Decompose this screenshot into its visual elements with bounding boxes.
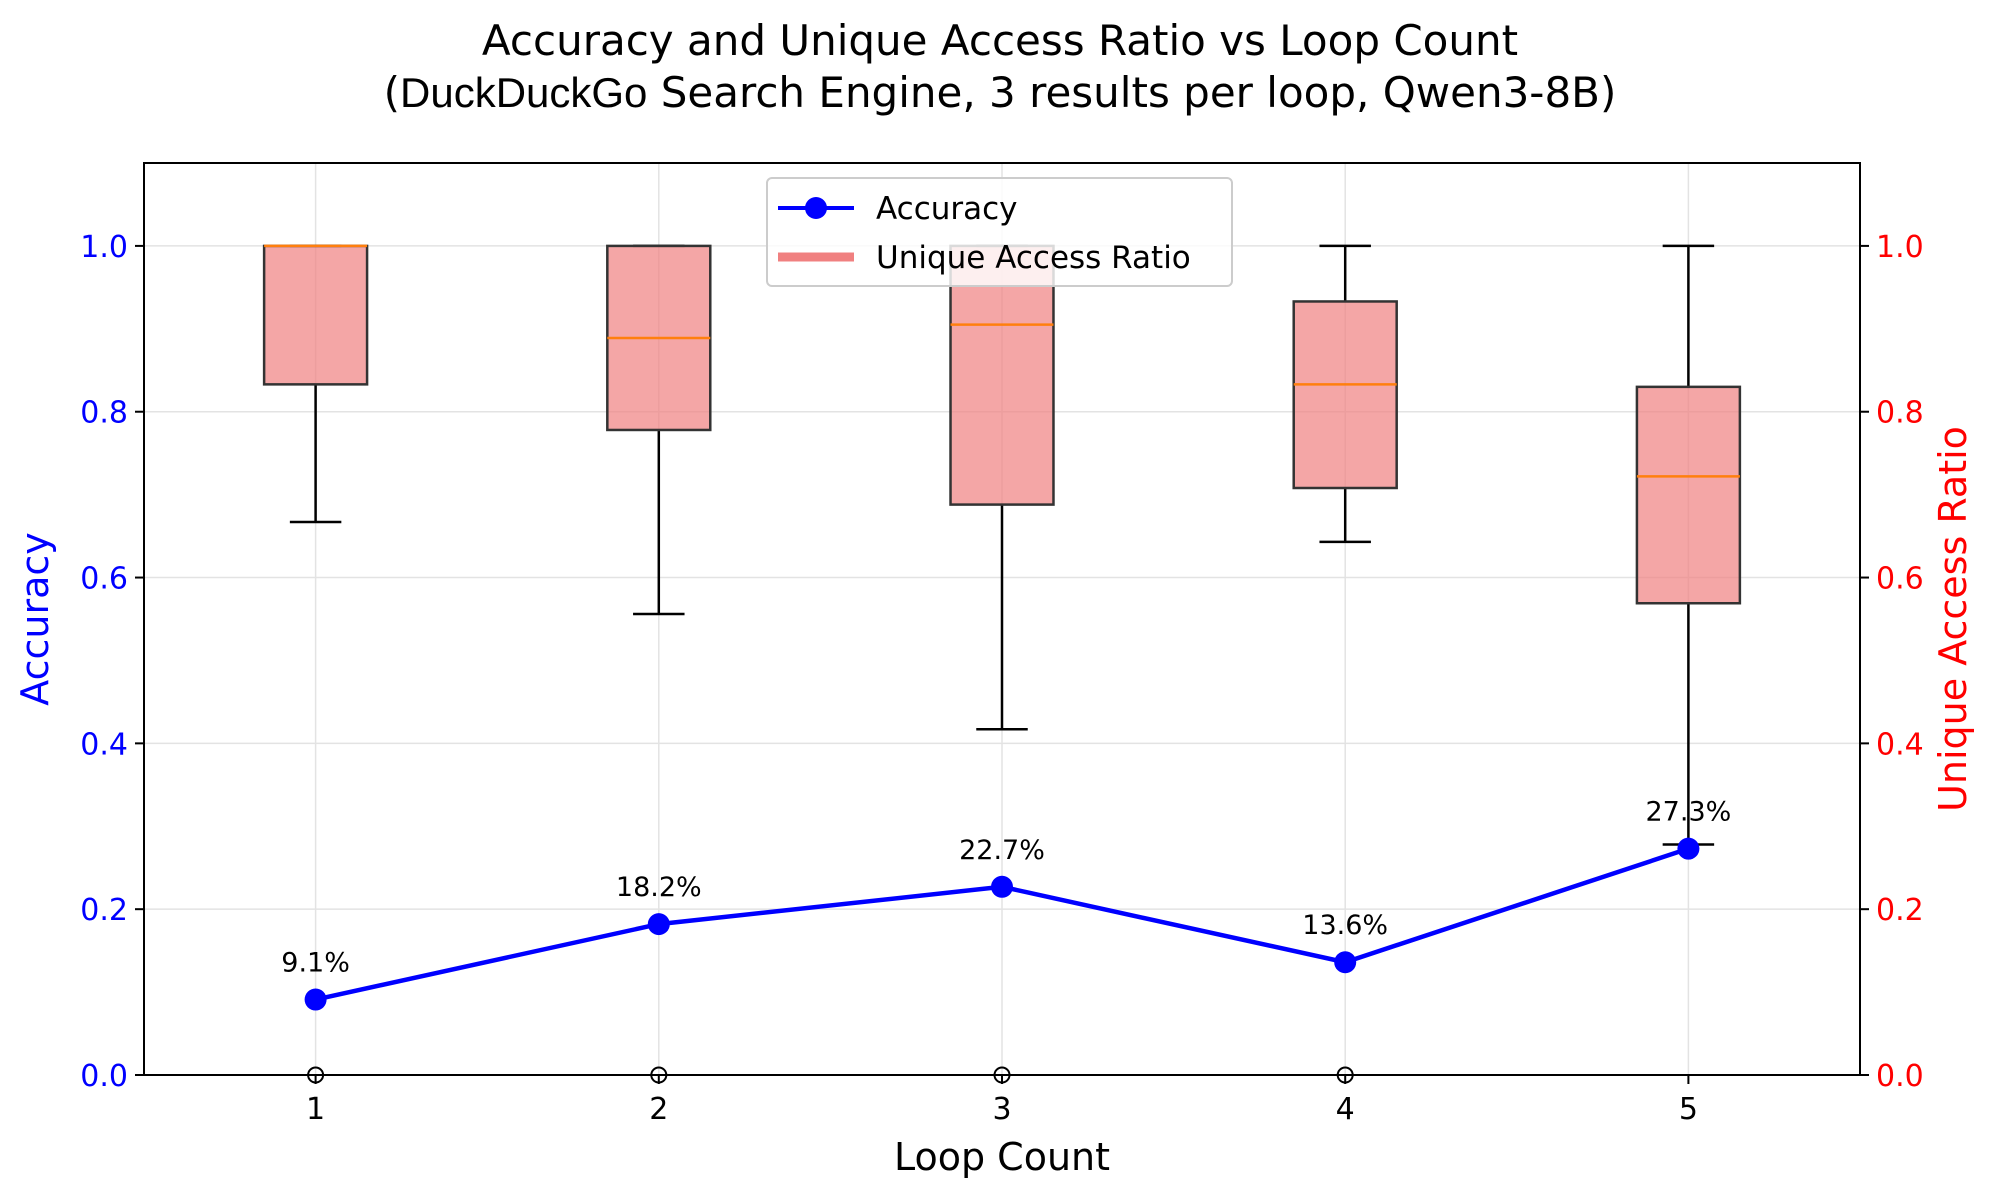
subtitle-brand: DuckDuckGo bbox=[400, 69, 647, 116]
right-tick-label-0: 0.0 bbox=[1876, 1059, 1924, 1094]
x-tick-label-4: 4 bbox=[1336, 1092, 1355, 1127]
right-tick-label-4: 0.8 bbox=[1876, 396, 1924, 431]
legend-ratio-label: Unique Access Ratio bbox=[876, 240, 1191, 276]
accuracy-point-4 bbox=[1334, 951, 1357, 974]
right-tick-label-1: 0.2 bbox=[1876, 893, 1924, 928]
x-axis-label: Loop Count bbox=[894, 1135, 1110, 1179]
left-tick-label-5: 1.0 bbox=[80, 230, 128, 265]
box-iqr bbox=[1635, 385, 1742, 605]
box-iqr bbox=[949, 244, 1055, 506]
subtitle-open-paren: ( bbox=[384, 68, 400, 117]
legend: Accuracy Unique Access Ratio bbox=[766, 177, 1233, 287]
plot-frame bbox=[143, 162, 1861, 1076]
chart-subtitle: (DuckDuckGo Search Engine, 3 results per… bbox=[384, 68, 1617, 117]
y-axis-label-right: Unique Access Ratio bbox=[1931, 426, 1975, 812]
accuracy-data-label-5: 27.3% bbox=[1646, 797, 1732, 828]
left-tick-label-3: 0.6 bbox=[80, 562, 128, 597]
right-tick-label-5: 1.0 bbox=[1876, 230, 1924, 265]
box-iqr bbox=[262, 244, 369, 386]
x-tick-label-2: 2 bbox=[649, 1092, 668, 1127]
left-tick-label-1: 0.2 bbox=[80, 893, 128, 928]
accuracy-data-label-2: 18.2% bbox=[616, 872, 702, 903]
box-plot-2 bbox=[606, 244, 712, 1084]
left-tick-label-2: 0.4 bbox=[80, 727, 128, 762]
accuracy-point-1 bbox=[304, 988, 327, 1011]
box-iqr bbox=[1292, 300, 1398, 490]
axis-ticks: 0.0 0.0 0.2 0.2 0.4 0.4 0.6 0.6 0.8 0.8 1.0 1.0 1 2 3 4… bbox=[80, 230, 1923, 1127]
x-tick-label-1: 1 bbox=[306, 1092, 325, 1127]
x-tick-label-3: 3 bbox=[992, 1092, 1011, 1127]
accuracy-point-3 bbox=[991, 875, 1013, 898]
box-plot-3 bbox=[949, 244, 1055, 1084]
accuracy-series: 9.1% 18.2% 22.7% 13.6% 27.3% bbox=[281, 797, 1731, 1011]
subtitle-rest: Search Engine, 3 results per loop, Qwen3… bbox=[647, 68, 1616, 117]
chart-title: Accuracy and Unique Access Ratio vs Loop… bbox=[482, 16, 1518, 65]
x-tick-label-5: 5 bbox=[1679, 1092, 1698, 1127]
accuracy-data-label-4: 13.6% bbox=[1302, 910, 1388, 941]
right-tick-label-2: 0.4 bbox=[1876, 727, 1924, 762]
box-plots bbox=[262, 244, 1742, 1084]
right-tick-label-3: 0.6 bbox=[1876, 562, 1924, 597]
legend-frame bbox=[766, 177, 1233, 287]
box-plot-4 bbox=[1292, 244, 1398, 1084]
box-plot-5 bbox=[1635, 244, 1742, 846]
accuracy-point-2 bbox=[647, 913, 670, 936]
accuracy-point-5 bbox=[1677, 837, 1700, 860]
left-tick-label-0: 0.0 bbox=[80, 1059, 128, 1094]
legend-accuracy-label: Accuracy bbox=[876, 191, 1018, 227]
y-axis-label-left: Accuracy bbox=[13, 532, 57, 706]
accuracy-data-label-3: 22.7% bbox=[959, 835, 1045, 866]
left-tick-label-4: 0.8 bbox=[80, 396, 128, 431]
legend-accuracy-marker bbox=[805, 197, 827, 219]
accuracy-data-label-1: 9.1% bbox=[281, 948, 350, 979]
